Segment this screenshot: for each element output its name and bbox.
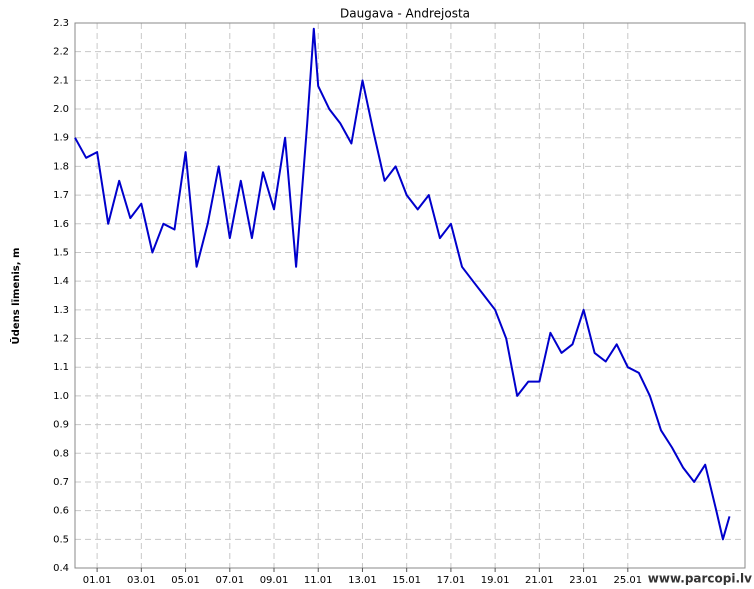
marks (74, 27, 731, 541)
x-tick-label: 15.01 (392, 575, 421, 586)
x-tick-label: 23.01 (569, 575, 598, 586)
watermark: www.parcopi.lv (648, 572, 752, 586)
y-tick-label: 0.6 (53, 506, 69, 517)
x-tick-label: 21.01 (525, 575, 554, 586)
x-tick-label: 03.01 (127, 575, 156, 586)
data-line (74, 27, 731, 541)
y-tick-label: 0.5 (53, 534, 69, 545)
y-tick-label: 2.3 (53, 18, 69, 29)
y-tick-label: 1.3 (53, 305, 69, 316)
y-tick-label: 2.0 (53, 104, 69, 115)
y-tick-label: 1.1 (53, 362, 69, 373)
plot-frame (74, 22, 746, 569)
y-tick-label: 1.7 (53, 190, 69, 201)
x-tick-label: 19.01 (481, 575, 510, 586)
x-tick-label: 07.01 (215, 575, 244, 586)
x-tick-label: 01.01 (83, 575, 112, 586)
y-tick-label: 1.6 (53, 219, 69, 230)
y-tick-label: 1.9 (53, 133, 69, 144)
y-tick-label: 1.2 (53, 334, 69, 345)
x-tick-label: 25.01 (613, 575, 642, 586)
grid (75, 22, 745, 569)
x-tick-label: 09.01 (260, 575, 289, 586)
y-tick-label: 0.9 (53, 420, 69, 431)
y-tick-label: 0.4 (53, 563, 69, 574)
x-tick-label: 11.01 (304, 575, 333, 586)
y-tick-label: 2.2 (53, 47, 69, 58)
x-tick-label: 13.01 (348, 575, 377, 586)
y-tick-label: 2.1 (53, 75, 69, 86)
y-axis-label: Ūdens līmenis, m (9, 248, 22, 345)
y-tick-label: 0.7 (53, 477, 69, 488)
x-tick-label: 17.01 (437, 575, 466, 586)
y-tick-label: 1.8 (53, 161, 69, 172)
y-tick-label: 0.8 (53, 448, 69, 459)
chart-title: Daugava - Andrejosta (340, 7, 470, 21)
x-tick-label: 05.01 (171, 575, 200, 586)
y-tick-label: 1.5 (53, 247, 69, 258)
y-tick-label: 1.4 (53, 276, 69, 287)
y-tick-label: 1.0 (53, 391, 69, 402)
